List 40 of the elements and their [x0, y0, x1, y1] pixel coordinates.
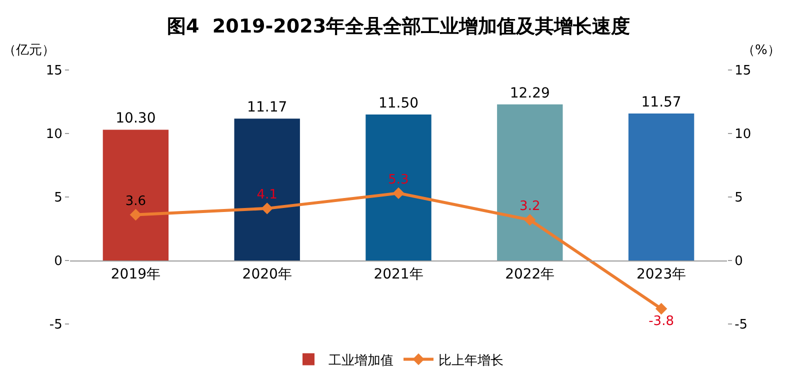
point	[130, 208, 142, 221]
y2-tick-label: 15	[734, 64, 752, 79]
x-tick-label: 2023年	[636, 266, 686, 282]
y-tick-label: 5	[54, 190, 62, 206]
bar	[628, 114, 694, 260]
bar	[102, 130, 169, 260]
data-label: 3.2	[520, 198, 540, 214]
point	[655, 302, 668, 315]
data-label: 3.6	[125, 194, 146, 209]
data-label: -3.8	[648, 314, 674, 330]
data-label: 11.17	[247, 100, 288, 116]
point	[261, 202, 273, 214]
x-tick-label: 2019年	[110, 266, 161, 282]
data-label: 4.1	[256, 188, 278, 203]
legend-label: 工业增加值	[328, 353, 394, 368]
x-tick-label: 2022年	[505, 266, 555, 282]
point	[392, 187, 404, 200]
x-tick-label: 2021年	[374, 266, 424, 282]
bar	[497, 104, 563, 260]
point	[524, 214, 536, 226]
x-tick-label: 2020年	[242, 266, 292, 282]
data-label: 11.57	[641, 94, 682, 111]
y-tick-label: 0	[54, 254, 62, 270]
y2-axis-title: （%）	[742, 43, 780, 58]
y2-tick-label: 5	[734, 190, 743, 206]
data-label: 5.3	[388, 172, 409, 188]
y-tick-label: -5	[49, 318, 62, 333]
y-axis-title: （亿元）	[3, 43, 55, 58]
data-label: 11.50	[378, 95, 419, 112]
bar	[366, 114, 432, 260]
y2-tick-label: -5	[734, 318, 748, 333]
bar	[234, 118, 300, 260]
y-tick-label: 10	[46, 127, 62, 142]
y-tick-label: 15	[46, 64, 62, 79]
y2-tick-label: 0	[734, 254, 743, 270]
chart-title: 图4 2019-2023年全县全部工业增加值及其增长速度	[166, 16, 630, 38]
y2-tick-label: 10	[734, 127, 752, 142]
data-label: 12.29	[510, 85, 550, 102]
data-label: 10.30	[116, 110, 156, 127]
legend-label: 比上年增长	[438, 353, 504, 368]
